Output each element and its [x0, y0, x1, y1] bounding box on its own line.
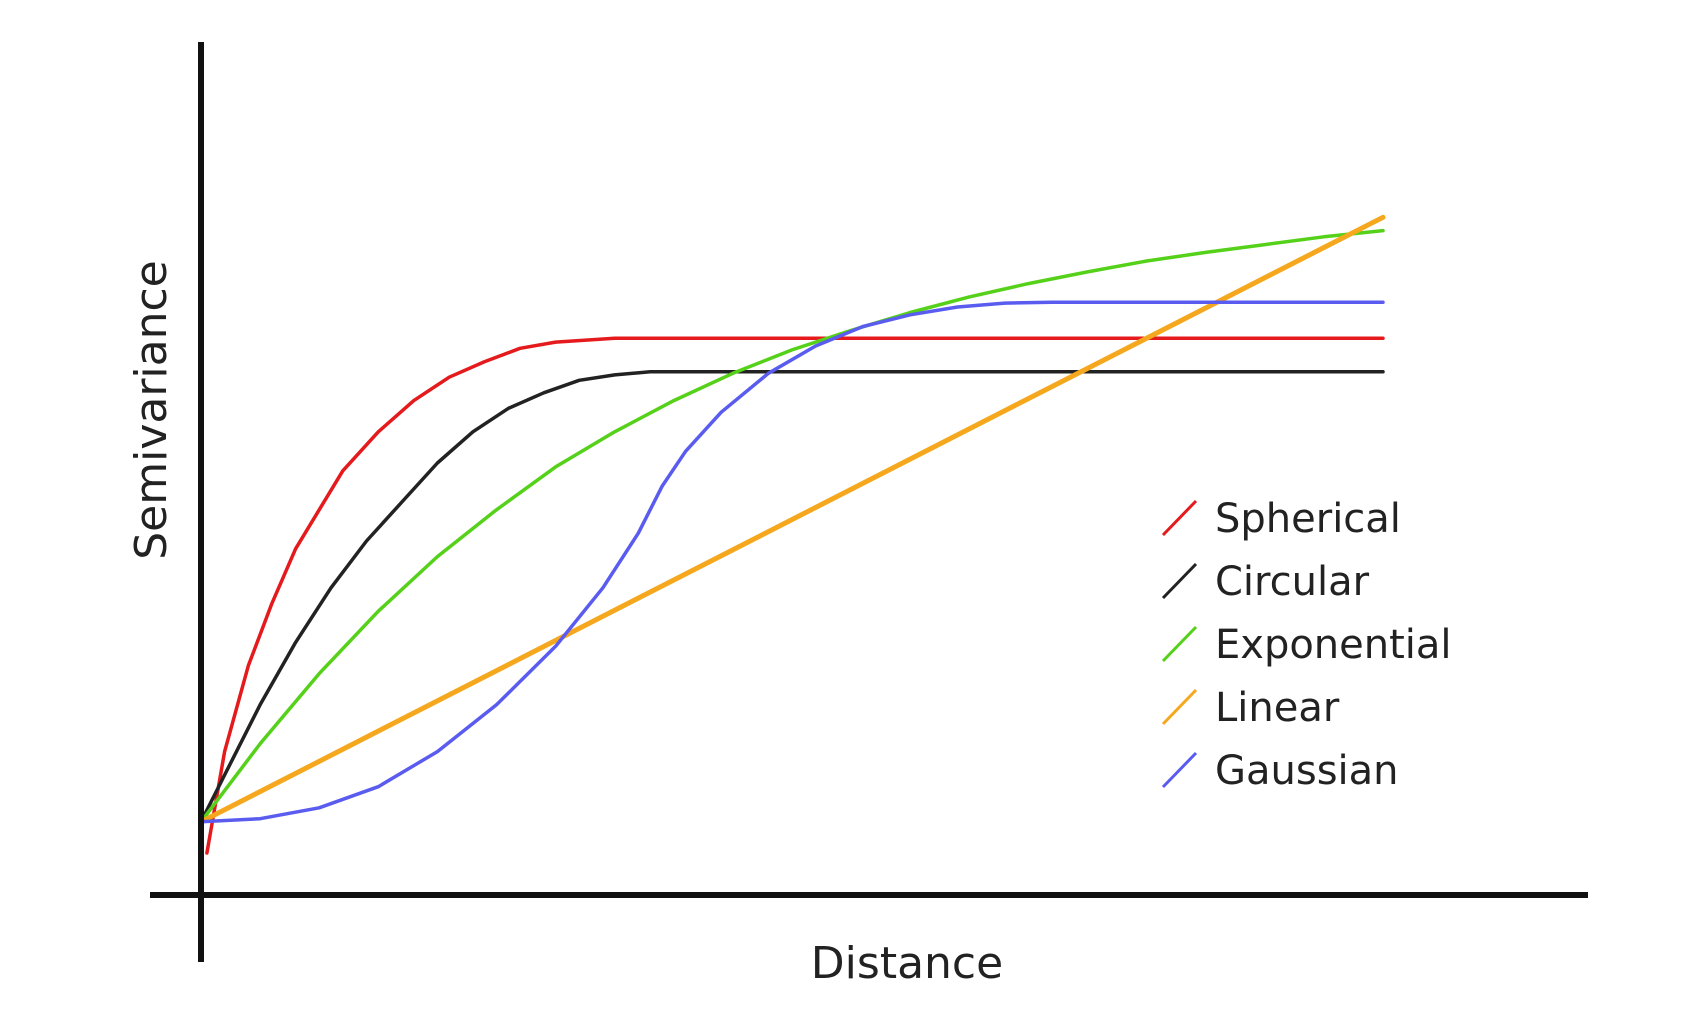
legend-swatch-spherical: [1161, 499, 1198, 537]
x-axis-title: Distance: [811, 938, 1003, 989]
legend: Spherical Circular Exponential Linear Gaussi…: [1161, 496, 1452, 794]
series-line-gaussian: [199, 300, 1385, 824]
legend-label-circular: Circular: [1215, 559, 1370, 605]
series-line-linear: [198, 214, 1386, 825]
plot-lines: [198, 214, 1386, 855]
y-axis-title: Semivariance: [126, 260, 177, 560]
series-line-spherical: [205, 336, 1385, 855]
legend-swatch-exponential: [1161, 625, 1198, 663]
legend-label-exponential: Exponential: [1215, 622, 1452, 668]
legend-label-linear: Linear: [1215, 685, 1340, 731]
legend-swatch-linear: [1161, 688, 1198, 726]
legend-swatch-circular: [1161, 562, 1198, 600]
legend-label-gaussian: Gaussian: [1215, 748, 1399, 794]
series-line-circular: [199, 369, 1385, 824]
legend-label-spherical: Spherical: [1215, 496, 1401, 542]
series-line-exponential: [199, 228, 1385, 824]
legend-swatch-gaussian: [1161, 751, 1198, 789]
